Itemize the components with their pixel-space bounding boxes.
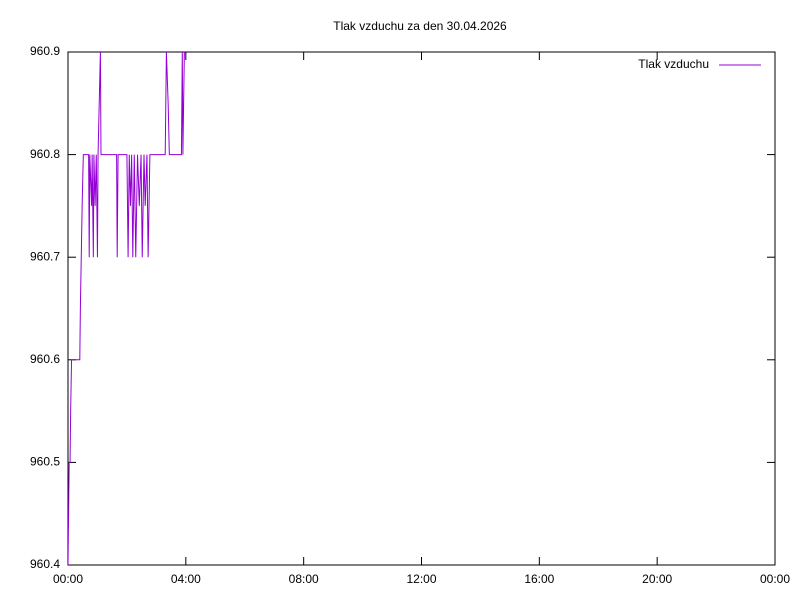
x-tick-label: 08:00 — [289, 572, 319, 586]
x-tick-label: 20:00 — [642, 572, 672, 586]
legend-label: Tlak vzduchu — [638, 57, 709, 71]
x-tick-label: 00:00 — [760, 572, 790, 586]
chart-title: Tlak vzduchu za den 30.04.2026 — [333, 19, 507, 33]
data-line — [68, 52, 185, 565]
y-tick-label: 960.6 — [30, 352, 60, 366]
y-tick-label: 960.8 — [30, 147, 60, 161]
x-tick-label: 04:00 — [171, 572, 201, 586]
y-tick-label: 960.9 — [30, 44, 60, 58]
x-tick-label: 00:00 — [53, 572, 83, 586]
x-tick-label: 16:00 — [524, 572, 554, 586]
y-tick-label: 960.5 — [30, 455, 60, 469]
x-tick-label: 12:00 — [406, 572, 436, 586]
y-tick-label: 960.4 — [30, 557, 60, 571]
y-tick-label: 960.7 — [30, 249, 60, 263]
